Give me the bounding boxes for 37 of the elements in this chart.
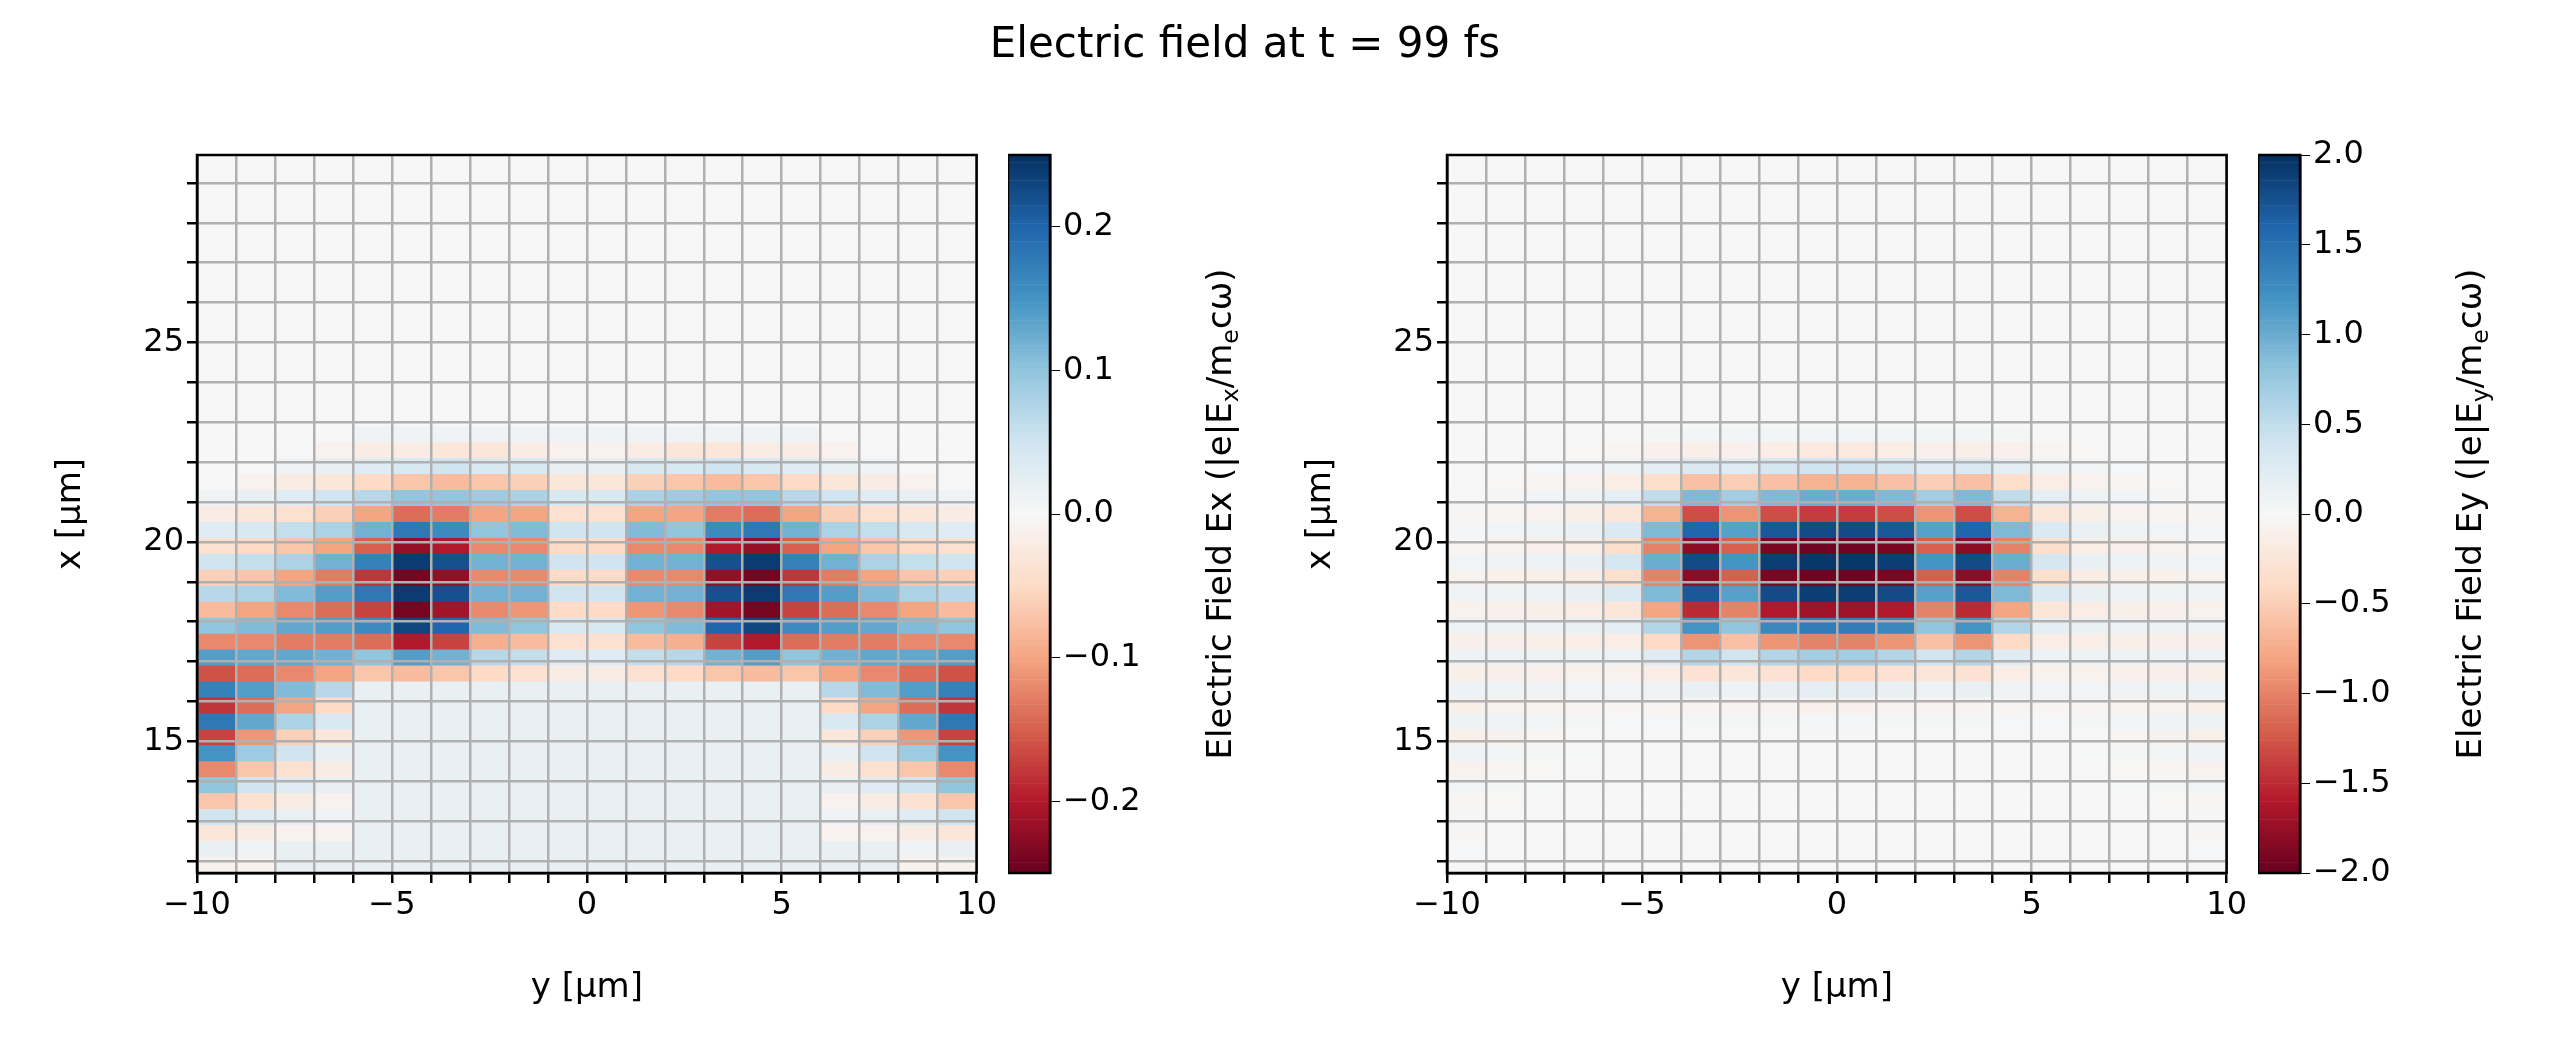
x-tick-label: −10: [163, 883, 231, 922]
y-axis-title: x [µm]: [48, 457, 89, 571]
x-tick-label: 10: [2206, 883, 2247, 922]
x-tick-label: −5: [368, 883, 416, 922]
x-axis-title: y [µm]: [1780, 965, 1893, 1006]
text: Electric field at t = 99 fs: [988, 18, 1502, 67]
color-bar-label: −1.0: [2313, 671, 2391, 710]
x-tick-label: −5: [1618, 883, 1666, 922]
color-bar-label: 0.0: [2313, 492, 2364, 531]
x-tick-label: 5: [2021, 883, 2042, 922]
color-bar-label: −2.0: [2313, 851, 2391, 890]
x-tick-label: 5: [771, 883, 792, 922]
y-axis-title: x [µm]: [1298, 457, 1339, 571]
color-bar-title: Electric Field Ey (|e|Ey/mecω): [2448, 268, 2495, 760]
color-bar-label: −0.1: [1063, 635, 1141, 674]
color-bar-label: −0.5: [2313, 582, 2391, 621]
y-tick-label: 15: [143, 719, 184, 758]
x-tick-label: −10: [1413, 883, 1481, 922]
y-tick-label: 20: [143, 520, 184, 559]
color-bar-label: 2.0: [2313, 133, 2364, 172]
color-bar-label: 1.5: [2313, 223, 2364, 262]
color-bar-label: 0.0: [1063, 492, 1114, 531]
color-bar-label: −0.2: [1063, 779, 1141, 818]
x-tick-label: 0: [1826, 883, 1847, 922]
x-tick-label: 0: [576, 883, 597, 922]
y-tick-label: 15: [1393, 719, 1434, 758]
y-tick-label: 25: [1393, 320, 1434, 359]
y-tick-label: 25: [143, 320, 184, 359]
color-bar-title: Electric Field Ex (|e|Ex/mecω): [1198, 268, 1245, 760]
color-bar-label: 0.5: [2313, 402, 2364, 441]
color-bar-label: −1.5: [2313, 761, 2391, 800]
x-axis-title: y [µm]: [530, 965, 643, 1006]
color-bar-label: 0.2: [1063, 205, 1114, 244]
y-tick-label: 20: [1393, 520, 1434, 559]
color-bar-label: 0.1: [1063, 348, 1114, 387]
color-bar-label: 1.0: [2313, 312, 2364, 351]
x-tick-label: 10: [956, 883, 997, 922]
